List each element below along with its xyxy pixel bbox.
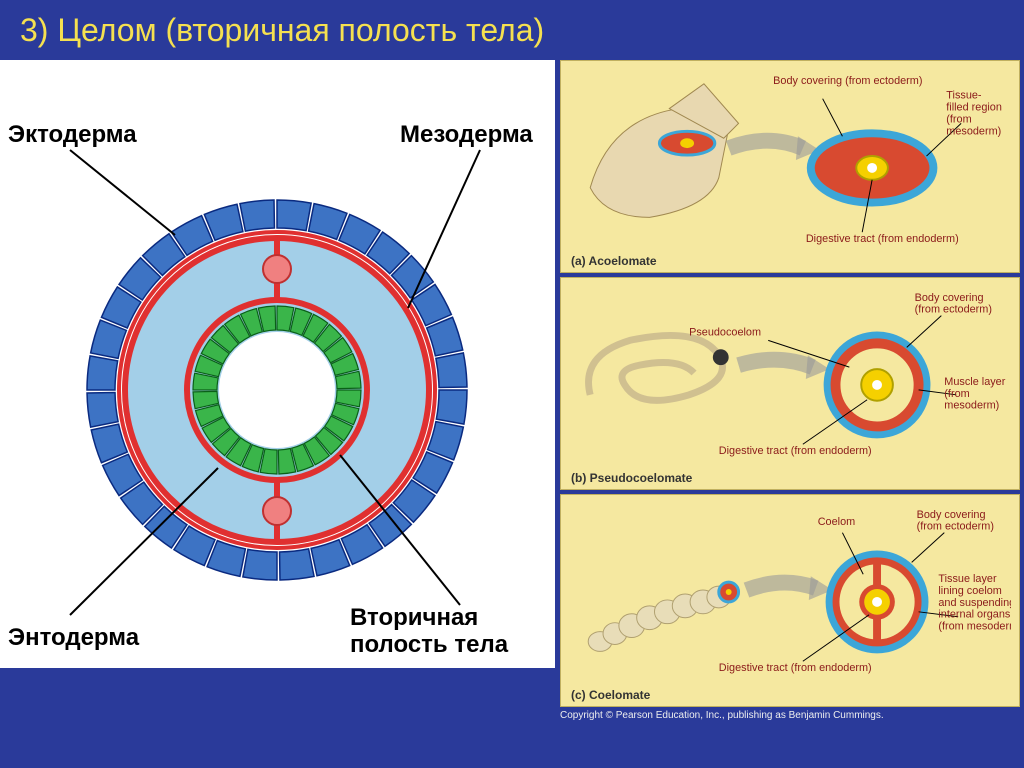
label-coelom-1: Вторичная bbox=[350, 604, 478, 631]
body-plan-panels: Body covering (from ectoderm) Tissue-fil… bbox=[560, 60, 1020, 707]
label-ectoderm: Эктодерма bbox=[8, 121, 137, 148]
b-label-mesoderm: Muscle layer(frommesoderm) bbox=[944, 376, 1005, 412]
panel-a-caption: (a) Acoelomate bbox=[571, 254, 657, 268]
b-label-ectoderm: Body covering(from ectoderm) bbox=[915, 292, 992, 316]
c-label-endoderm: Digestive tract (from endoderm) bbox=[719, 662, 872, 674]
c-label-mesoderm: Tissue layerlining coelomand suspendingi… bbox=[938, 573, 1011, 632]
copyright-text: Copyright © Pearson Education, Inc., pub… bbox=[560, 710, 884, 721]
panel-pseudocoelomate: Pseudocoelom Body covering(from ectoderm… bbox=[560, 277, 1020, 490]
panel-c-caption: (c) Coelomate bbox=[571, 688, 650, 702]
b-label-endoderm: Digestive tract (from endoderm) bbox=[719, 445, 872, 457]
c-label-ectoderm: Body covering(from ectoderm) bbox=[917, 509, 994, 533]
label-mesoderm: Мезодерма bbox=[400, 121, 533, 148]
a-label-endoderm: Digestive tract (from endoderm) bbox=[806, 233, 959, 245]
a-label-mesoderm: Tissue-filled region(frommesoderm) bbox=[946, 90, 1002, 138]
a-label-ectoderm: Body covering (from ectoderm) bbox=[773, 75, 922, 87]
slide: 3) Целом (вторичная полость тела) Эктоде… bbox=[0, 0, 1024, 768]
c-label-coelom: Coelom bbox=[818, 516, 855, 528]
coelom-cross-section: Эктодерма Мезодерма Энтодерма Вторичная … bbox=[0, 60, 555, 668]
label-endoderm: Энтодерма bbox=[8, 624, 140, 651]
label-coelom-2: полость тела bbox=[350, 631, 509, 658]
b-label-pseudocoelom: Pseudocoelom bbox=[689, 326, 761, 338]
panel-b-caption: (b) Pseudocoelomate bbox=[571, 471, 692, 485]
panel-coelomate: Coelom Body covering(from ectoderm) Tiss… bbox=[560, 494, 1020, 707]
panel-acoelomate: Body covering (from ectoderm) Tissue-fil… bbox=[560, 60, 1020, 273]
slide-title: 3) Целом (вторичная полость тела) bbox=[20, 12, 544, 49]
